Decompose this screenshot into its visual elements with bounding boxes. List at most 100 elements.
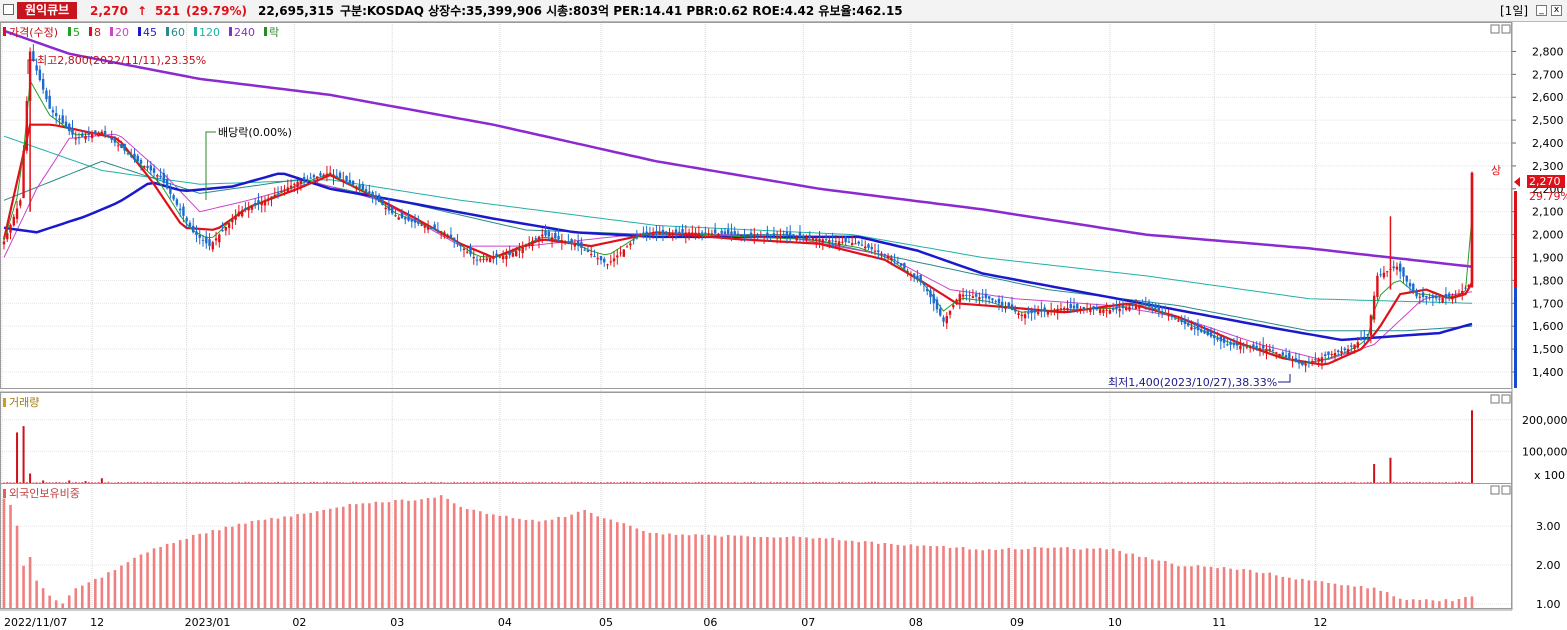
candle	[958, 294, 962, 303]
volume-bar	[1320, 481, 1323, 483]
foreign-ratio-bar	[935, 546, 939, 608]
candle	[221, 230, 224, 232]
candle	[1314, 359, 1317, 361]
candle	[319, 173, 322, 176]
volume-bar	[1454, 481, 1457, 483]
foreign-ratio-bar	[492, 514, 495, 608]
foreign-ratio-bar	[615, 522, 619, 608]
volume-bar	[35, 482, 38, 484]
volume-bar	[365, 481, 368, 483]
candle	[691, 232, 694, 237]
volume-bar	[766, 482, 769, 484]
volume-bar	[469, 482, 472, 484]
candle	[1229, 342, 1232, 345]
stock-name[interactable]: 원익큐브	[17, 2, 78, 19]
foreign-ratio-bar	[146, 552, 149, 608]
candle	[244, 208, 247, 210]
volume-bar	[531, 481, 534, 483]
foreign-ratio-bar	[694, 534, 697, 608]
foreign-ratio-bar	[224, 526, 228, 608]
foreign-ratio-bar	[1209, 566, 1213, 608]
candle	[678, 231, 681, 233]
volume-bar	[1333, 482, 1336, 484]
candle	[1053, 309, 1056, 311]
foreign-ratio-bar	[831, 537, 834, 608]
candle	[1085, 308, 1089, 310]
candle	[1447, 293, 1451, 297]
price-panel-min-button[interactable]	[1490, 24, 1500, 34]
candle	[968, 294, 971, 296]
volume-bar	[218, 482, 221, 484]
candle	[87, 133, 91, 136]
volume-bar	[639, 481, 642, 483]
volume-bar	[661, 482, 664, 484]
candle	[903, 263, 906, 269]
volume-bar	[583, 482, 586, 484]
volume-bar	[541, 481, 544, 483]
volume-bar	[1115, 482, 1118, 484]
candle	[857, 241, 860, 244]
close-button[interactable]: x	[1551, 5, 1562, 16]
volume-bar	[733, 481, 736, 483]
volume-bar	[1141, 482, 1144, 484]
candle	[1076, 303, 1079, 309]
foreign-ratio-bar	[642, 530, 645, 608]
candle	[214, 238, 218, 241]
volume-bar	[378, 481, 381, 483]
foreign-panel-close-button[interactable]	[1501, 485, 1511, 495]
volume-bar	[834, 482, 837, 484]
candle	[1098, 309, 1102, 314]
volume-bar	[1069, 482, 1072, 484]
volume-bar	[1314, 482, 1317, 484]
volume-bar	[1275, 482, 1278, 484]
foreign-panel-min-button[interactable]	[1490, 485, 1500, 495]
volume-bar	[1066, 482, 1069, 484]
candle	[185, 217, 188, 222]
volume-bar	[570, 481, 573, 483]
volume-bar	[146, 481, 149, 483]
volume-bar	[472, 481, 475, 483]
foreign-ratio-bar	[1255, 572, 1258, 608]
candle	[306, 179, 309, 181]
candle	[201, 239, 205, 241]
volume-bar	[175, 482, 178, 484]
foreign-ratio-bar	[1366, 588, 1369, 608]
candle	[821, 239, 825, 243]
volume-bar	[1024, 481, 1027, 483]
volume-bar	[997, 481, 1000, 483]
volume-bar	[502, 481, 505, 483]
candle	[267, 198, 270, 200]
candle	[1239, 345, 1242, 350]
volume-panel-close-button[interactable]	[1501, 394, 1511, 404]
foreign-ratio-bar	[191, 534, 195, 608]
foreign-ratio-bar	[1137, 556, 1141, 608]
volume-bar	[1265, 481, 1268, 483]
header-checkbox[interactable]	[3, 4, 14, 15]
candle	[149, 165, 152, 171]
volume-bar	[538, 481, 541, 483]
candle	[818, 238, 821, 241]
volume-panel-min-button[interactable]	[1490, 394, 1500, 404]
foreign-ratio-bar	[589, 513, 593, 608]
foreign-ratio-bar	[1372, 587, 1376, 608]
legend-ex-dividend: 락	[269, 26, 279, 39]
foreign-ratio-bar	[9, 504, 12, 608]
volume-bar	[701, 481, 704, 483]
candle	[609, 261, 612, 263]
foreign-ratio-bar	[94, 578, 97, 608]
volume-bar	[1457, 481, 1460, 483]
volume-bar	[215, 481, 218, 483]
foreign-ratio-bar	[54, 600, 58, 608]
price-panel-close-button[interactable]	[1501, 24, 1511, 34]
minimize-button[interactable]: _	[1536, 5, 1547, 16]
foreign-ratio-bar	[948, 547, 952, 608]
volume-bar	[1363, 482, 1366, 484]
volume-bar	[1324, 482, 1327, 484]
price-y-tick: 1,400	[1532, 366, 1564, 379]
volume-bar	[508, 481, 511, 483]
candle	[1297, 360, 1301, 364]
volume-bar	[867, 481, 870, 483]
volume-bar	[319, 482, 322, 484]
volume-bar	[407, 482, 410, 484]
period-selector[interactable]: [1일]	[1500, 4, 1529, 18]
